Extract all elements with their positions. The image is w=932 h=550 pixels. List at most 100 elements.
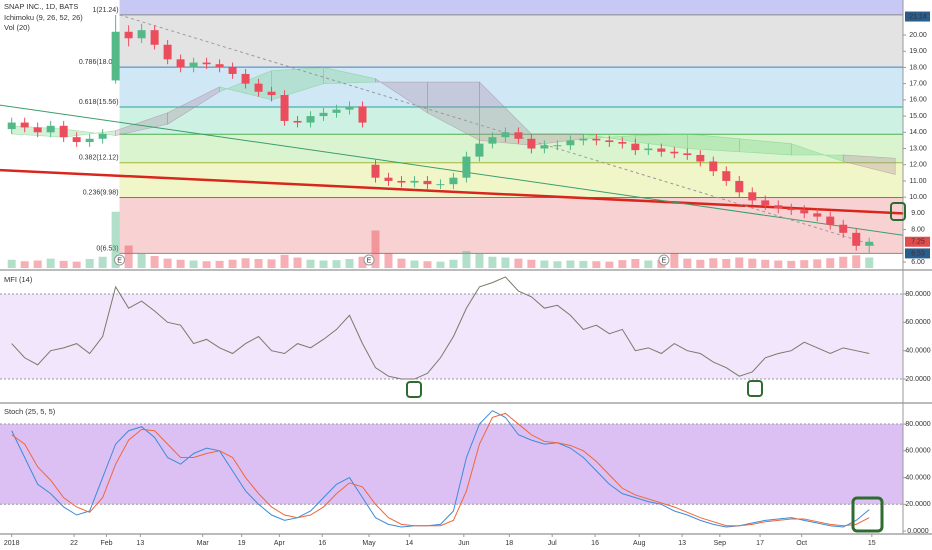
series-line <box>11 412 870 527</box>
candle-body <box>319 112 328 117</box>
y-tick-label: 18.00 <box>909 64 927 71</box>
x-tick-label: 2018 <box>4 540 20 547</box>
y-tick-label: 60.0000 <box>905 448 930 455</box>
volume-bar <box>46 258 55 268</box>
candle-body <box>59 125 68 138</box>
y-tick-label: 6.00 <box>911 259 925 266</box>
volume-bar <box>215 260 224 268</box>
x-tick-label: May <box>362 540 376 547</box>
candle-body <box>410 180 419 183</box>
candle-body <box>384 177 393 181</box>
fib-label: 1(21.24) <box>92 7 118 14</box>
candle-body <box>436 184 445 186</box>
volume-bar <box>605 261 614 268</box>
volume-bar <box>735 257 744 268</box>
candle-body <box>761 200 770 206</box>
candle-body <box>33 127 42 133</box>
series-line <box>11 276 870 380</box>
y-tick-label: 40.0000 <box>905 348 930 355</box>
candle-body <box>748 192 757 201</box>
candle-body <box>657 148 666 152</box>
candle-body <box>631 143 640 151</box>
earnings-label: E <box>117 257 122 264</box>
volume-bar <box>527 259 536 268</box>
price-tag-label: 7.25 <box>911 239 925 246</box>
candle-body <box>696 154 705 162</box>
candle-body <box>852 232 861 246</box>
candle-body <box>163 44 172 60</box>
price-tag-label: 21.14 <box>909 13 927 20</box>
volume-bar <box>488 256 497 268</box>
volume-bar <box>748 258 757 268</box>
volume-bar <box>150 256 159 268</box>
candle-body <box>553 145 562 147</box>
candle-body <box>540 145 549 149</box>
fib-band <box>119 162 903 198</box>
x-tick-label: 15 <box>868 540 876 547</box>
x-tick-label: 13 <box>136 540 144 547</box>
candle-body <box>644 148 653 151</box>
x-tick-label: Oct <box>796 540 807 547</box>
trendline <box>0 168 904 215</box>
candle-body <box>514 132 523 139</box>
volume-bar <box>85 259 94 268</box>
volume-bar <box>20 261 29 268</box>
earnings-marker <box>363 254 375 266</box>
volume-bar <box>566 260 575 268</box>
candle-body <box>488 137 497 144</box>
candle-body <box>111 31 120 81</box>
candle-body <box>605 140 614 143</box>
fib-band <box>119 134 903 163</box>
candle-body <box>7 122 16 130</box>
x-tick-label: 16 <box>318 540 326 547</box>
candle-body <box>345 106 354 110</box>
volume-bar <box>826 258 835 268</box>
volume-bar <box>358 256 367 268</box>
volume-bar <box>267 259 276 268</box>
y-tick-label: 12.00 <box>909 162 927 169</box>
fib-band <box>119 107 903 135</box>
volume-bar <box>111 211 120 268</box>
panel-title: MFI (14) <box>4 275 33 284</box>
band <box>0 424 903 505</box>
volume-bar <box>865 257 874 268</box>
volume-bar <box>163 258 172 268</box>
fib-label: 0.382(12.12) <box>79 155 119 162</box>
y-tick-label: 20.0000 <box>905 376 930 383</box>
candle-body <box>826 216 835 225</box>
x-tick-label: Jun <box>458 540 469 547</box>
volume-bar <box>319 260 328 268</box>
candle-body <box>371 164 380 178</box>
volume-bar <box>202 261 211 268</box>
trendline <box>0 104 904 236</box>
volume-bar <box>800 260 809 268</box>
volume-bar <box>137 253 146 268</box>
y-tick-label: 60.0000 <box>905 319 930 326</box>
volume-bar <box>189 260 198 268</box>
volume-bar <box>423 261 432 268</box>
volume-bar <box>98 256 107 268</box>
indicator-label: Ichimoku (9, 26, 52, 26) <box>4 13 83 22</box>
volume-bar <box>774 260 783 268</box>
volume-bar <box>787 260 796 268</box>
volume-bar <box>722 259 731 268</box>
volume-bar <box>501 257 510 268</box>
candle-body <box>72 137 81 143</box>
x-tick-label: Mar <box>197 540 210 547</box>
volume-bar <box>839 256 848 268</box>
candle-body <box>839 224 848 233</box>
candle-body <box>865 241 874 246</box>
volume-bar <box>553 261 562 268</box>
y-tick-label: 20.0000 <box>905 501 930 508</box>
volume-bar <box>384 253 393 268</box>
candle-body <box>774 205 783 209</box>
annotation-box <box>890 202 906 221</box>
volume-bar <box>280 254 289 268</box>
x-tick-label: Aug <box>633 540 646 547</box>
y-tick-label: 10.00 <box>909 194 927 201</box>
volume-bar <box>631 259 640 268</box>
x-tick-label: Apr <box>274 540 286 547</box>
fib-label: 0.618(15.56) <box>79 99 119 106</box>
fib-label: 0(6.53) <box>96 245 118 252</box>
price-tag <box>905 248 930 259</box>
